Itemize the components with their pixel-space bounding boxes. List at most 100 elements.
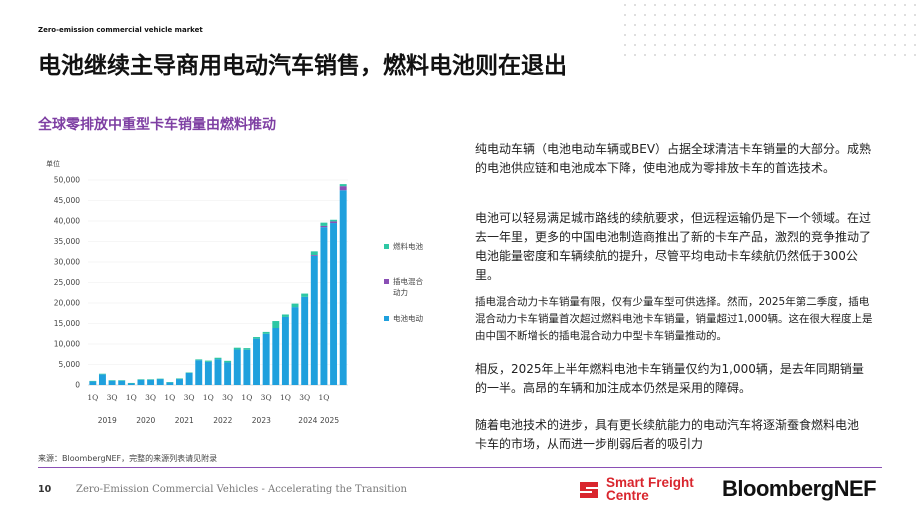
y-tick-label: 0 xyxy=(75,381,80,390)
legend-swatch xyxy=(384,244,389,249)
footer-report-title: Zero-Emission Commercial Vehicles - Acce… xyxy=(76,484,407,495)
bar-segment xyxy=(310,255,318,385)
page-title: 电池继续主导商用电动汽车销售，燃料电池则在退出 xyxy=(38,53,567,79)
y-axis-label: 单位 xyxy=(46,159,60,168)
smart-freight-centre-logo: Smart Freight Centre xyxy=(578,476,694,502)
bar-segment xyxy=(339,184,347,187)
x-quarter-label: 1Q xyxy=(241,393,252,402)
report-tagline: Zero-emission commercial vehicle market xyxy=(38,26,203,34)
bar-segment xyxy=(166,382,174,385)
legend-label: 插电混合 xyxy=(393,276,423,286)
legend-swatch xyxy=(384,316,389,321)
bar-segment xyxy=(310,251,318,256)
x-year-label: 2023 xyxy=(252,416,271,425)
bar-segment xyxy=(224,362,232,385)
bar-segment xyxy=(310,255,318,256)
bar-segment xyxy=(185,372,193,373)
paragraph-outlook: 随着电池技术的进步，具有更长续航能力的电动汽车将逐渐蚕食燃料电池卡车的市场，从而… xyxy=(475,418,860,451)
bar-segment xyxy=(147,379,155,385)
x-quarter-label: 1Q xyxy=(280,393,291,402)
bar-segment xyxy=(224,360,232,363)
bar-segment xyxy=(253,337,260,339)
legend-label: 电池电动 xyxy=(393,313,423,323)
bar-segment xyxy=(281,314,289,317)
bar-segment xyxy=(156,379,164,385)
bar-segment xyxy=(291,303,299,308)
bar-segment xyxy=(176,378,183,380)
y-tick-label: 40,000 xyxy=(54,217,80,226)
bar-segment xyxy=(137,379,145,385)
bar-segment xyxy=(137,379,145,380)
bar-segment xyxy=(320,222,328,226)
legend-swatch xyxy=(384,279,389,284)
x-quarter-label: 3Q xyxy=(261,393,272,402)
x-quarter-label: 1Q xyxy=(126,393,137,402)
legend-label-cont: 动力 xyxy=(393,287,408,297)
bar-segment xyxy=(176,379,183,385)
x-year-label: 2024 xyxy=(298,416,317,425)
bar-segment xyxy=(281,316,289,385)
page-number: 10 xyxy=(38,484,52,495)
bar-segment xyxy=(127,383,135,385)
y-tick-label: 15,000 xyxy=(54,319,80,328)
y-tick-label: 25,000 xyxy=(54,278,80,287)
bar-segment xyxy=(320,227,328,385)
x-year-label: 2020 xyxy=(136,416,155,425)
x-quarter-label: 3Q xyxy=(107,393,118,402)
bar-segment xyxy=(330,219,338,222)
bar-segment xyxy=(330,221,338,224)
bar-segment xyxy=(233,349,241,385)
bar-segment xyxy=(98,373,106,375)
bar-segment xyxy=(147,379,155,380)
source-note: 来源：BloombergNEF，完整的来源列表请见附录 xyxy=(38,454,218,463)
y-tick-label: 5,000 xyxy=(59,360,81,369)
paragraph-bev: 纯电动车辆（电池电动车辆或BEV）占据全球清洁卡车销量的大部分。成熟的电池供应链… xyxy=(475,142,872,175)
y-tick-label: 10,000 xyxy=(54,340,80,349)
paragraph-battery-range: 电池可以轻易满足城市路线的续航要求，但远程运输仍是下一个领域。在过去一年里，更多… xyxy=(475,211,872,282)
bar-segment xyxy=(89,380,97,382)
bar-segment xyxy=(108,380,116,381)
bar-segment xyxy=(320,225,328,228)
sfc-logo-line1: Smart Freight xyxy=(606,475,694,490)
bar-segment xyxy=(243,349,251,385)
bar-segment xyxy=(195,360,203,385)
bar-segment xyxy=(156,378,164,380)
bar-segment xyxy=(204,361,212,385)
bar-segment xyxy=(89,381,97,385)
y-tick-label: 35,000 xyxy=(54,237,80,246)
x-quarter-label: 3Q xyxy=(184,393,195,402)
x-quarter-label: 3Q xyxy=(222,393,233,402)
y-tick-label: 50,000 xyxy=(54,176,80,185)
sfc-mark-icon xyxy=(580,482,598,498)
bar-segment xyxy=(185,372,193,385)
bar-segment xyxy=(262,331,270,334)
bar-segment xyxy=(330,223,338,385)
bar-segment xyxy=(262,333,270,385)
x-quarter-label: 1Q xyxy=(87,393,98,402)
paragraph-phev: 插电混合动力卡车销量有限，仅有少量车型可供选择。然而，2025年第二季度，插电混… xyxy=(475,296,873,342)
x-year-label: 2022 xyxy=(213,416,232,425)
bar-segment xyxy=(272,328,280,385)
paragraph-fuel-cell: 相反，2025年上半年燃料电池卡车销量仅约为1,000辆，是去年同期销量的一半。… xyxy=(475,362,864,395)
bar-segment xyxy=(108,380,116,385)
x-year-label: 2021 xyxy=(175,416,194,425)
stacked-bar-chart: 单位 50,000 45,000 40,000 35,000 30,000 25,000 20… xyxy=(46,159,423,425)
x-quarter-label: 3Q xyxy=(299,393,310,402)
x-quarter-label: 1Q xyxy=(164,393,175,402)
sfc-logo-line2: Centre xyxy=(606,488,649,503)
bar-segment xyxy=(272,321,280,329)
x-year-label: 2019 xyxy=(98,416,117,425)
y-tick-label: 30,000 xyxy=(54,258,80,267)
footer-divider xyxy=(38,467,882,468)
bar-segment xyxy=(301,293,309,297)
bar-segment xyxy=(98,374,106,385)
bar-segment xyxy=(214,357,222,360)
bar-segment xyxy=(195,359,203,361)
bar-segment xyxy=(339,190,347,385)
bar-segment xyxy=(301,296,309,385)
x-year-label: 2025 xyxy=(320,416,339,425)
x-quarter-label: 1Q xyxy=(203,393,214,402)
bar-segment xyxy=(253,338,260,385)
bar-segment xyxy=(204,360,212,362)
decorative-dot-grid xyxy=(620,0,920,64)
